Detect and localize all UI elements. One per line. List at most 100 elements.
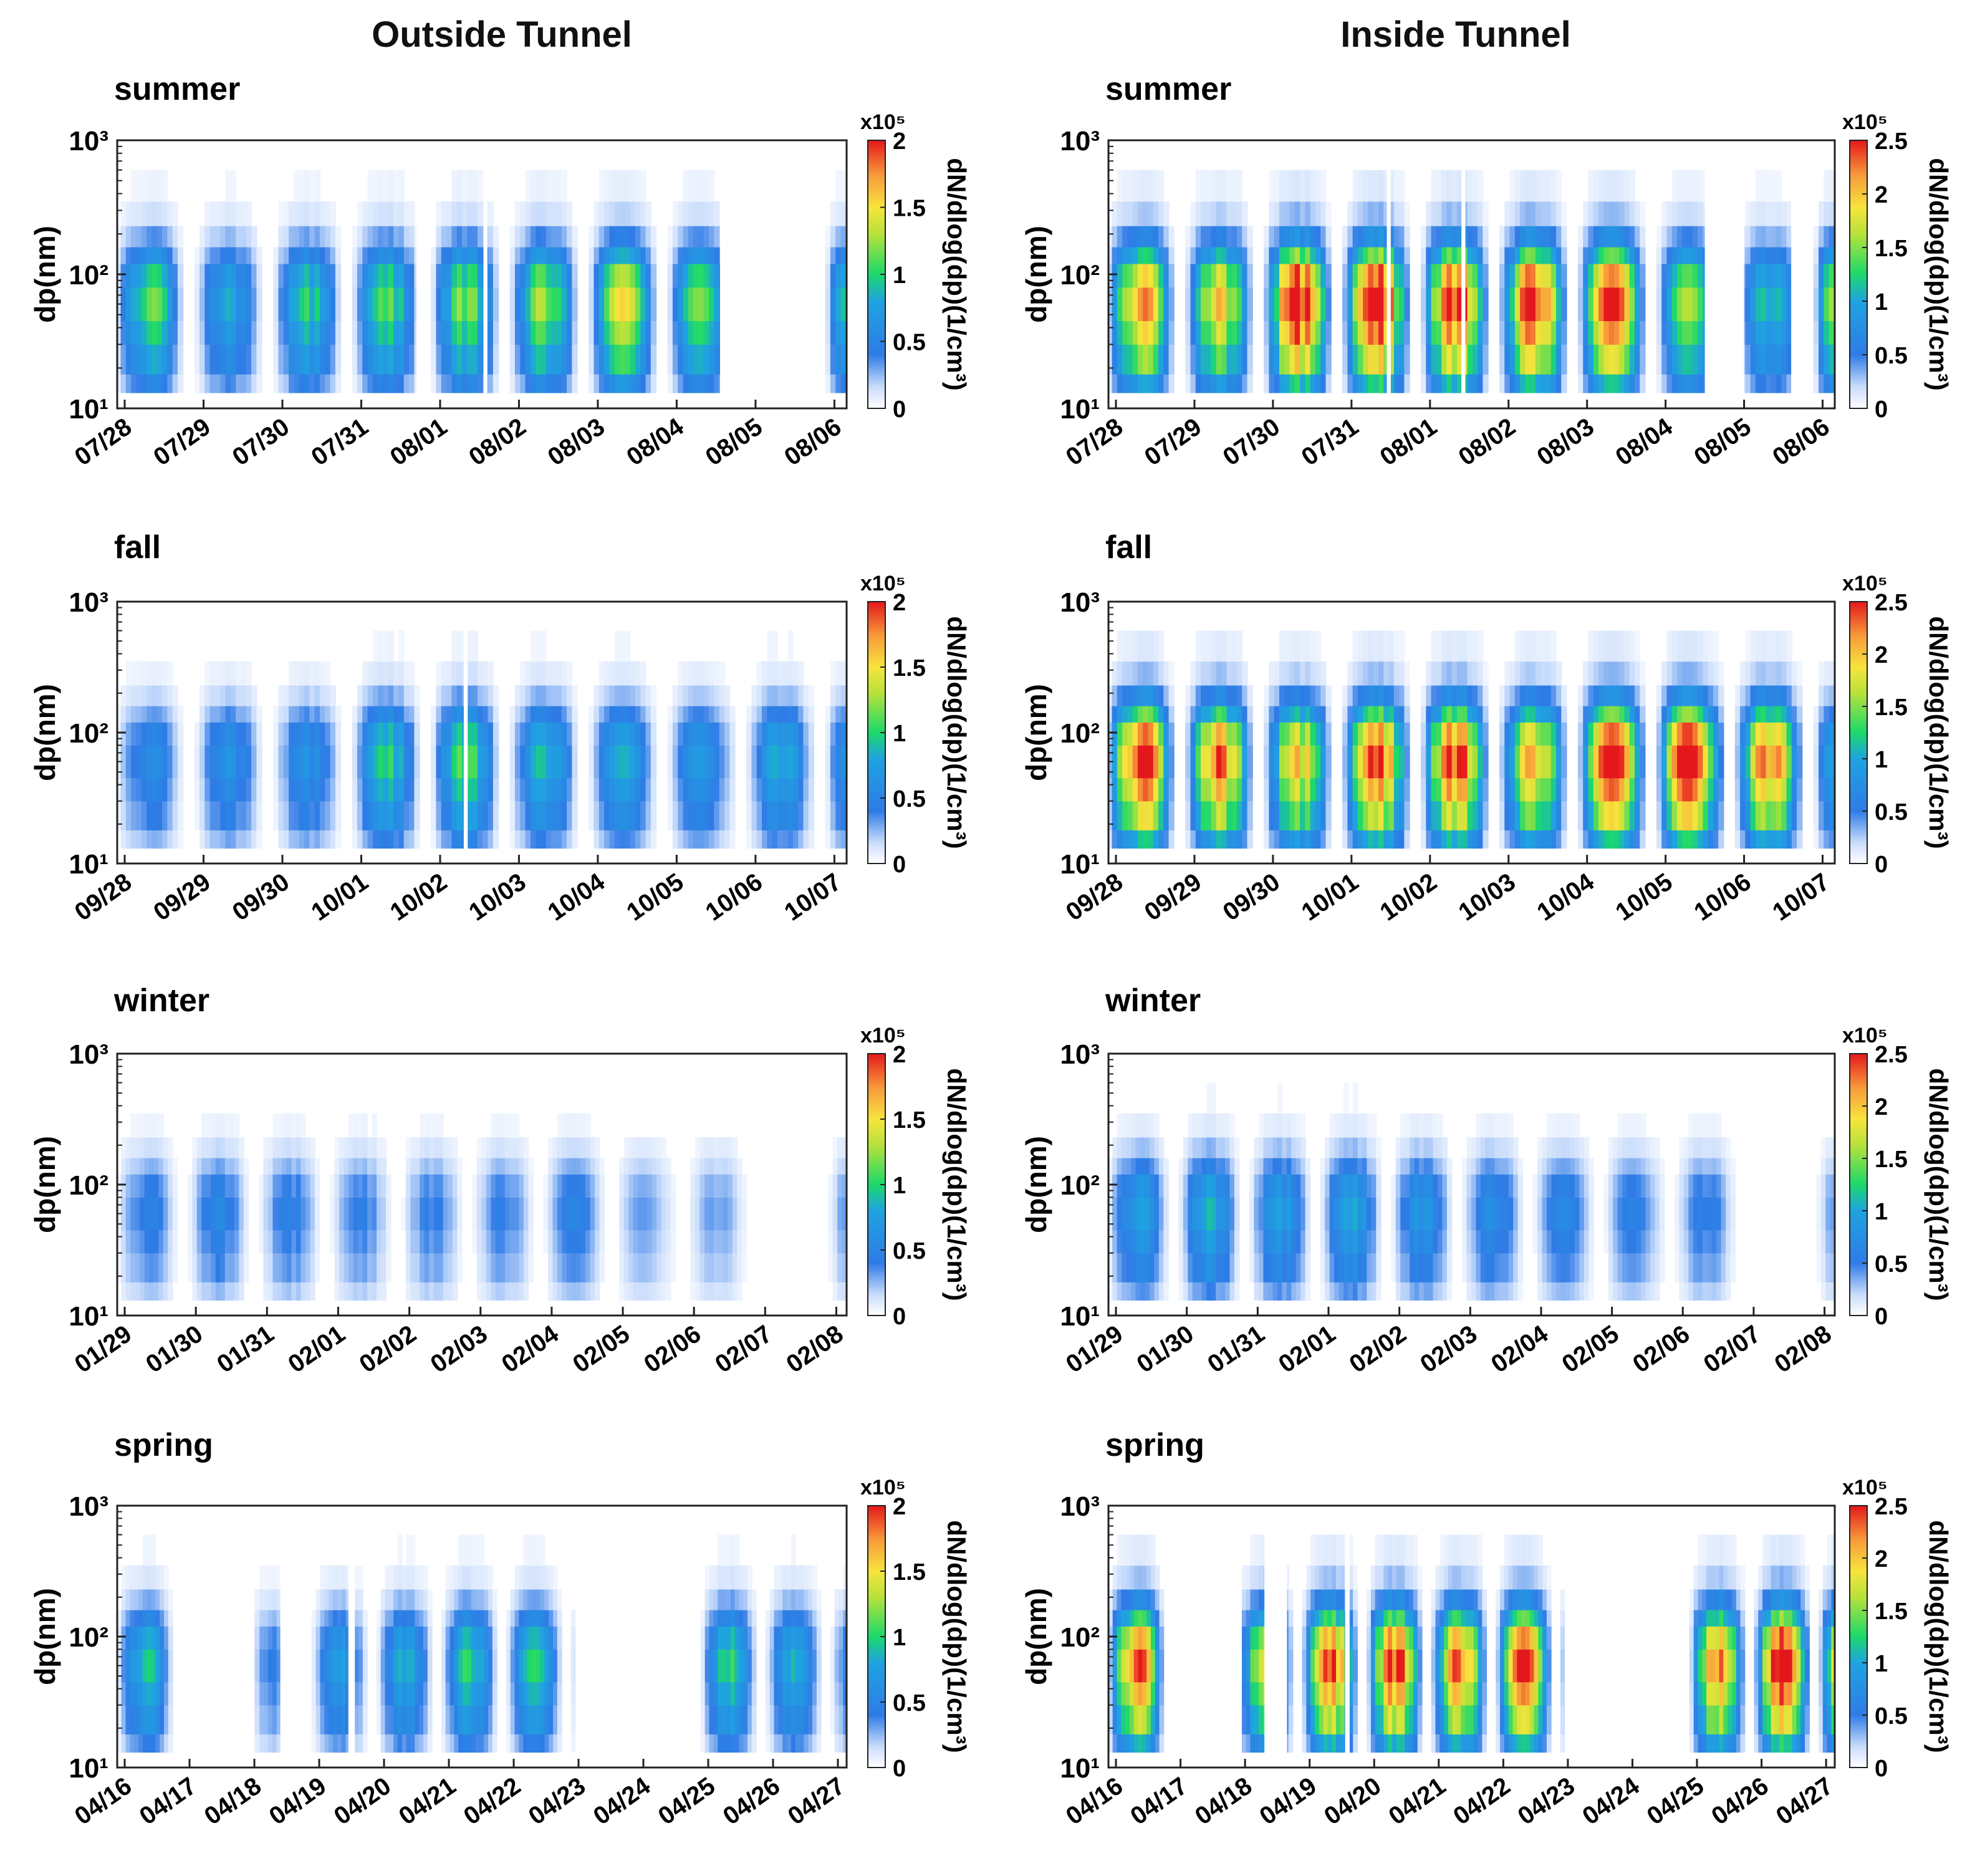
- heatmap-cell: [1185, 722, 1191, 746]
- heatmap-cell: [1325, 685, 1332, 706]
- x-tick-label: 10/03: [464, 868, 531, 926]
- heatmap-cell: [283, 320, 290, 345]
- heatmap-cell: [409, 247, 415, 264]
- heatmap-cell: [441, 745, 448, 779]
- heatmap-cell: [378, 170, 384, 202]
- heatmap-cell: [1676, 170, 1683, 202]
- heatmap-cell: [1504, 722, 1511, 746]
- colorbar-multiplier: x10⁵: [1842, 110, 1888, 134]
- heatmap-cell: [1347, 777, 1353, 802]
- heatmap-cell: [199, 374, 206, 394]
- heatmap-cell: [357, 374, 363, 394]
- heatmap-cell: [283, 685, 290, 706]
- heatmap-cell: [325, 263, 331, 288]
- heatmap-cell: [1676, 344, 1683, 375]
- heatmap-cell: [1388, 830, 1395, 849]
- heatmap-cell: [372, 287, 379, 322]
- heatmap-cell: [1221, 170, 1228, 202]
- heatmap-cell: [424, 1158, 430, 1175]
- heatmap-cell: [678, 201, 684, 226]
- heatmap-cell: [1472, 661, 1479, 686]
- heatmap-cell: [1446, 830, 1453, 849]
- heatmap-cell: [1583, 263, 1589, 288]
- heatmap-cell: [156, 722, 163, 746]
- heatmap-cell: [431, 287, 437, 322]
- heatmap-cell: [1504, 247, 1511, 264]
- heatmap-cell: [443, 1137, 449, 1158]
- heatmap-cell: [330, 685, 336, 706]
- heatmap-cell: [1441, 226, 1448, 248]
- heatmap-cell: [214, 661, 221, 686]
- heatmap-cell: [1122, 706, 1128, 723]
- heatmap-cell: [1550, 170, 1557, 202]
- heatmap-cell: [1839, 287, 1845, 321]
- heatmap-cell: [206, 1282, 212, 1301]
- heatmap-cell: [609, 320, 615, 345]
- heatmap-cell: [136, 344, 142, 375]
- heatmap-cell: [1603, 263, 1610, 288]
- heatmap-cell: [1127, 247, 1133, 264]
- heatmap-cell: [1613, 374, 1620, 394]
- heatmap-cell: [1300, 201, 1306, 226]
- heatmap-cell: [383, 706, 389, 723]
- heatmap-cell: [1666, 801, 1673, 830]
- heatmap-cell: [635, 830, 642, 849]
- heatmap-cell: [294, 722, 300, 746]
- heatmap-cell: [1206, 830, 1212, 849]
- heatmap-cell: [1703, 801, 1709, 830]
- heatmap-cell: [1153, 201, 1160, 226]
- heatmap-cell: [672, 226, 679, 248]
- heatmap-cell: [477, 374, 484, 394]
- heatmap-cell: [530, 226, 537, 248]
- heatmap-cell: [604, 247, 610, 264]
- heatmap-cell: [803, 745, 809, 779]
- heatmap-cell: [546, 661, 552, 686]
- heatmap-cell: [1525, 801, 1531, 830]
- heatmap-cell: [377, 1253, 382, 1282]
- heatmap-cell: [241, 344, 247, 375]
- heatmap-cell: [1608, 263, 1615, 288]
- heatmap-cell: [372, 1253, 378, 1282]
- heatmap-cell: [1761, 170, 1767, 202]
- heatmap-cell: [1315, 830, 1322, 849]
- heatmap-cell: [525, 706, 531, 723]
- heatmap-cell: [1216, 830, 1223, 849]
- heatmap-cell: [325, 320, 331, 345]
- heatmap-cell: [1499, 263, 1506, 288]
- heatmap-cell: [1504, 706, 1511, 723]
- heatmap-cell: [304, 661, 310, 686]
- heatmap-cell: [1624, 801, 1630, 830]
- heatmap-cell: [1206, 706, 1212, 723]
- heatmap-cell: [614, 247, 620, 264]
- heatmap-cell: [887, 706, 893, 723]
- heatmap-cell: [556, 226, 562, 248]
- colorbar-tick-label: 0: [893, 397, 906, 423]
- heatmap-cell: [357, 247, 363, 264]
- heatmap-cell: [488, 374, 494, 394]
- heatmap-cell: [1357, 226, 1364, 248]
- heatmap-cell: [630, 777, 636, 802]
- heatmap-cell: [1117, 170, 1123, 202]
- heatmap-cell: [1839, 685, 1845, 706]
- heatmap-cell: [1226, 722, 1233, 746]
- heatmap-cell: [263, 1137, 269, 1158]
- heatmap-cell: [1776, 170, 1782, 202]
- heatmap-cell: [1378, 661, 1385, 686]
- heatmap-cell: [1436, 226, 1443, 248]
- heatmap-cell: [358, 1197, 363, 1231]
- heatmap-cell: [1451, 247, 1458, 264]
- heatmap-cell: [1399, 661, 1405, 686]
- heatmap-cell: [1436, 320, 1443, 345]
- heatmap-cell: [1598, 226, 1605, 248]
- heatmap-cell: [167, 247, 173, 264]
- heatmap-cell: [1661, 226, 1668, 248]
- heatmap-cell: [357, 201, 363, 226]
- heatmap-cell: [398, 247, 405, 264]
- heatmap-cell: [367, 170, 373, 202]
- heatmap-cell: [204, 247, 211, 264]
- heatmap-cell: [1112, 247, 1118, 264]
- heatmap-cell: [314, 201, 320, 226]
- heatmap-cell: [536, 201, 542, 226]
- heatmap-cell: [1750, 247, 1756, 264]
- heatmap-cell: [136, 287, 142, 322]
